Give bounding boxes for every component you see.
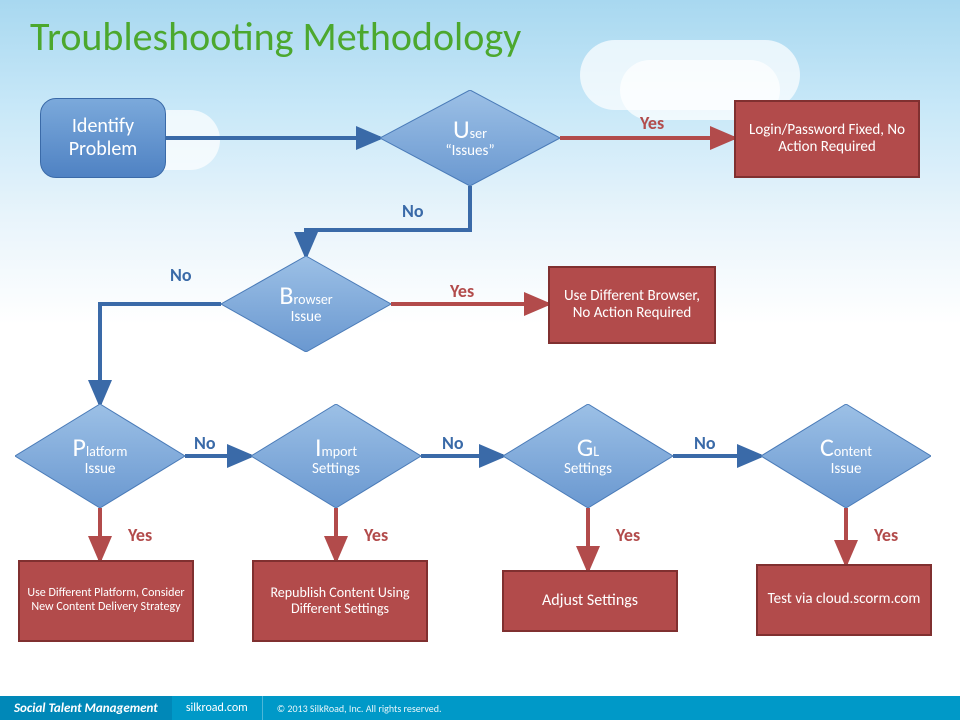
edge-label-yes: Yes [616, 524, 640, 546]
decision-label: BrowserIssue [221, 256, 391, 352]
edge-label-yes: Yes [450, 280, 474, 302]
result-content-text: Test via cloud.scorm.com [768, 591, 921, 608]
result-login-text: Login/Password Fixed, No Action Required [740, 122, 914, 157]
edge-label-yes: Yes [874, 524, 898, 546]
decision-user: User“Issues” [380, 90, 560, 186]
result-platform-text: Use Different Platform, Consider New Con… [24, 587, 188, 615]
decision-content: ContentIssue [761, 404, 931, 508]
result-browser-text: Use Different Browser, No Action Require… [554, 288, 710, 323]
start-node: Identify Problem [40, 98, 166, 178]
flowchart-stage: Identify Problem User“Issues” BrowserIss… [0, 0, 960, 720]
decision-gl: GLSettings [503, 404, 673, 508]
edge-label-yes: Yes [364, 524, 388, 546]
result-import-text: Republish Content Using Different Settin… [258, 585, 422, 617]
edge-label-no: No [442, 432, 464, 454]
edge-label-no: No [694, 432, 716, 454]
decision-label: ContentIssue [761, 404, 931, 508]
footer: Social Talent Management silkroad.com © … [0, 696, 960, 720]
result-browser: Use Different Browser, No Action Require… [548, 266, 716, 344]
result-import: Republish Content Using Different Settin… [252, 560, 428, 642]
footer-brand: Social Talent Management [0, 696, 172, 720]
decision-platform: PlatformIssue [15, 404, 185, 508]
footer-site: silkroad.com [172, 696, 263, 720]
decision-label: PlatformIssue [15, 404, 185, 508]
edge-label-no: No [402, 200, 424, 222]
edge-label-yes: Yes [640, 112, 664, 134]
start-label-2: Problem [69, 138, 138, 161]
edge-label-no: No [194, 432, 216, 454]
decision-browser: BrowserIssue [221, 256, 391, 352]
footer-copy: © 2013 SilkRoad, Inc. All rights reserve… [263, 702, 456, 715]
result-content: Test via cloud.scorm.com [756, 564, 932, 636]
decision-label: GLSettings [503, 404, 673, 508]
result-gl: Adjust Settings [502, 570, 678, 632]
decision-import: ImportSettings [251, 404, 421, 508]
decision-label: User“Issues” [380, 90, 560, 186]
edge-label-no: No [170, 264, 192, 286]
result-platform: Use Different Platform, Consider New Con… [18, 560, 194, 642]
decision-label: ImportSettings [251, 404, 421, 508]
result-gl-text: Adjust Settings [542, 592, 638, 610]
start-label-1: Identify [72, 115, 134, 138]
edge-label-yes: Yes [128, 524, 152, 546]
result-login: Login/Password Fixed, No Action Required [734, 100, 920, 178]
